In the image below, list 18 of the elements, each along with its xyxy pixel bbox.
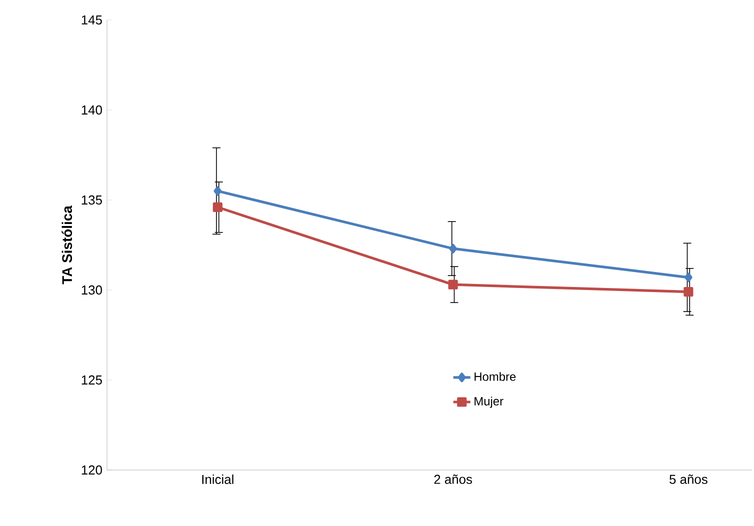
x-tick-label: 2 años xyxy=(434,474,472,484)
point xyxy=(684,272,692,282)
y-tick-label: 135 xyxy=(82,195,102,205)
y-tick-label: 120 xyxy=(82,465,102,475)
y-tick-label: 125 xyxy=(82,375,102,385)
y-tick-label: 145 xyxy=(82,15,102,25)
point xyxy=(684,286,694,297)
point xyxy=(448,280,458,290)
y-tick-label: 130 xyxy=(82,285,102,295)
point xyxy=(449,244,457,254)
x-tick-label: 5 años xyxy=(670,474,708,484)
x-tick-label: Inicial xyxy=(202,474,234,484)
y-axis-title: TA Sistólica xyxy=(62,206,72,284)
point xyxy=(212,202,222,212)
point xyxy=(214,186,222,196)
y-tick-label: 140 xyxy=(82,105,102,115)
legend-label: Mujer xyxy=(474,396,504,408)
legend-label: Hombre xyxy=(474,372,516,381)
